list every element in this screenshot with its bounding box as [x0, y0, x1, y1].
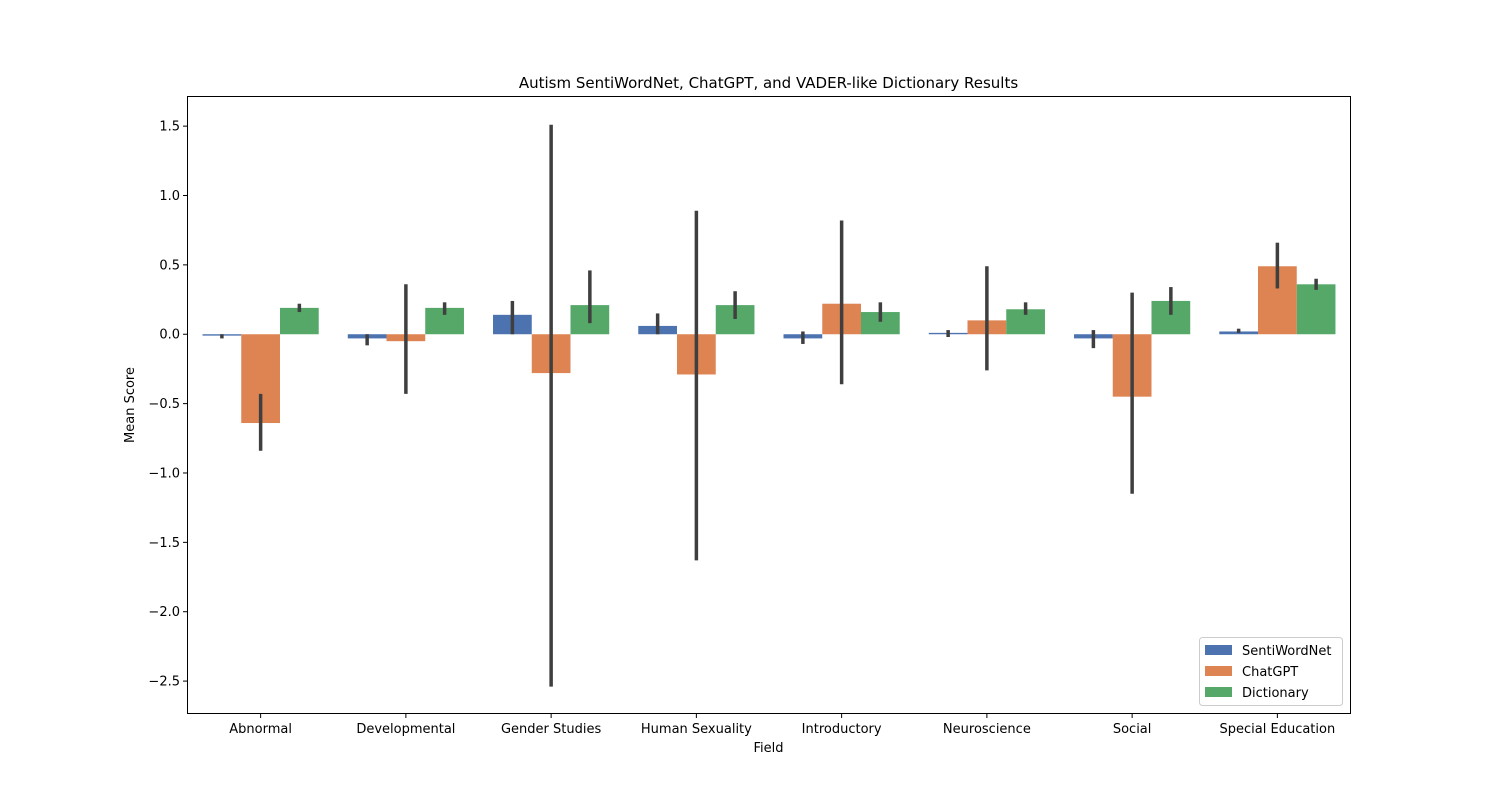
y-tick-label: 1.0	[159, 189, 180, 204]
x-tick-label: Abnormal	[229, 722, 292, 737]
y-tick-label: 0.0	[159, 328, 180, 343]
y-tick-label: −2.0	[148, 605, 180, 620]
bar-dictionary-7	[1296, 284, 1336, 335]
bars-layer	[202, 266, 1336, 424]
legend-box	[1199, 637, 1343, 706]
x-axis: Abnormal Developmental Gender Studies Human…	[229, 713, 1335, 737]
y-tick-label: 0.5	[159, 258, 180, 273]
bar-dictionary-0	[279, 307, 319, 335]
y-tick-label: −0.5	[148, 397, 180, 412]
legend: SentiWordNet ChatGPT Dictionary	[1199, 637, 1343, 706]
legend-swatch-chatgpt	[1205, 666, 1232, 676]
x-tick-label: Introductory	[802, 722, 882, 737]
legend-label-dictionary: Dictionary	[1242, 686, 1309, 701]
y-tick-label: −1.5	[148, 536, 180, 551]
legend-label-chatgpt: ChatGPT	[1242, 665, 1298, 680]
y-axis-title: Mean Score	[123, 367, 138, 443]
y-axis: 1.5 1.0 0.5 0.0 −0.5 −1.0 −1.5 −2.0 −2.5	[148, 120, 188, 690]
x-tick-label: Gender Studies	[501, 722, 601, 737]
x-tick-label: Neuroscience	[943, 722, 1031, 737]
x-tick-label: Developmental	[356, 722, 455, 737]
chart-title: Autism SentiWordNet, ChatGPT, and VADER-…	[519, 74, 1018, 92]
bar-dictionary-4	[860, 312, 900, 335]
x-tick-label: Human Sexuality	[641, 722, 752, 737]
y-tick-label: 1.5	[159, 120, 180, 135]
x-tick-label: Special Education	[1220, 722, 1336, 737]
y-tick-label: −1.0	[148, 466, 180, 481]
legend-swatch-dictionary	[1205, 687, 1232, 697]
legend-label-sentiwordnet: SentiWordNet	[1242, 644, 1331, 659]
x-tick-label: Social	[1113, 722, 1152, 737]
legend-swatch-sentiwordnet	[1205, 645, 1232, 655]
y-tick-label: −2.5	[148, 675, 180, 690]
plot-frame	[187, 96, 1351, 714]
error-bars-layer	[220, 124, 1318, 687]
x-axis-title: Field	[753, 741, 783, 756]
